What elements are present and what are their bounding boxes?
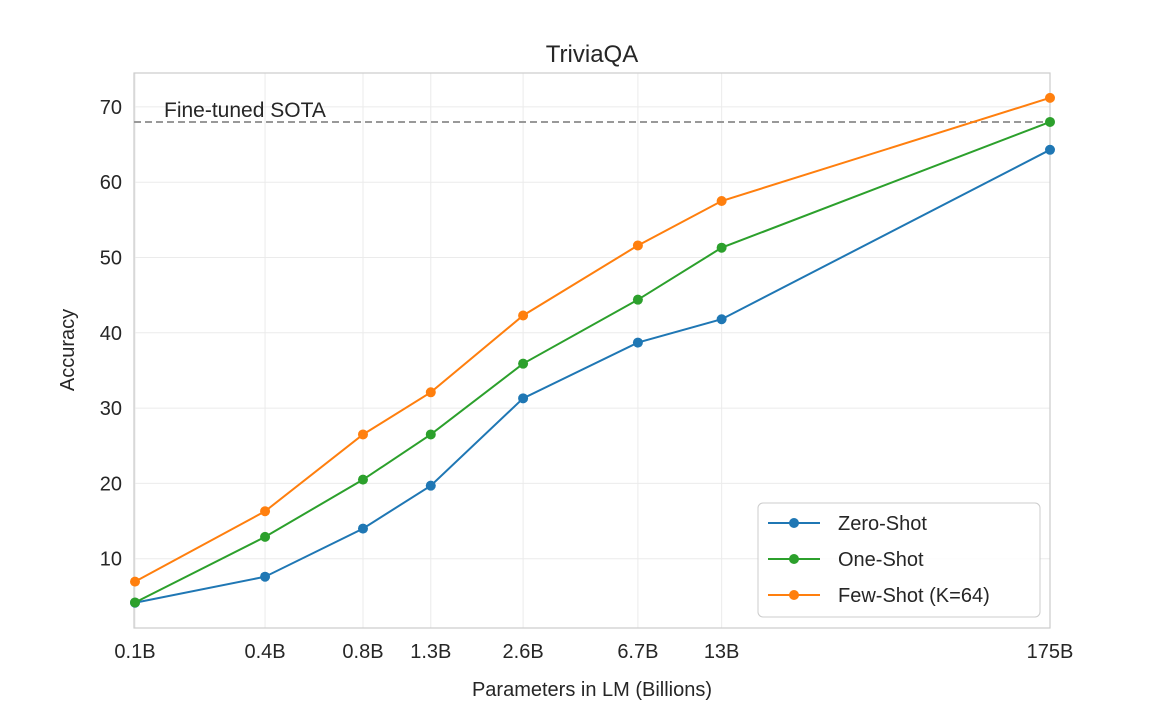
y-tick-label: 30 (100, 398, 122, 420)
legend-marker (789, 590, 799, 600)
y-tick-label: 40 (100, 323, 122, 345)
legend-label: Few-Shot (K=64) (838, 585, 990, 607)
data-point (425, 480, 436, 491)
data-point (260, 571, 271, 582)
legend-marker (789, 554, 799, 564)
y-tick-label: 70 (100, 97, 122, 119)
data-point (632, 240, 643, 251)
grid (134, 73, 1051, 628)
x-tick-label: 0.4B (244, 641, 285, 663)
data-point (357, 429, 368, 440)
x-tick-label: 0.1B (114, 641, 155, 663)
y-tick-label: 50 (100, 247, 122, 269)
data-point (260, 531, 271, 542)
x-tick-label: 13B (704, 641, 740, 663)
series-line (134, 148, 1051, 604)
data-point (518, 310, 529, 321)
data-point (1045, 144, 1055, 155)
x-tick-label: 0.8B (342, 641, 383, 663)
data-point (1045, 116, 1055, 127)
legend-label: Zero-Shot (838, 513, 927, 535)
legend-box (757, 502, 1041, 618)
x-axis-label: Parameters in LM (Billions) (472, 679, 712, 701)
series-line (134, 96, 1051, 583)
reference-line-group: Fine-tuned SOTA (134, 99, 1050, 123)
data-point (632, 294, 643, 305)
x-tick-label: 6.7B (617, 641, 658, 663)
legend: Zero-Shot One-Shot Few-Shot (K=64) (757, 502, 1041, 618)
y-tick-label: 20 (100, 473, 122, 495)
reference-line-label: Fine-tuned SOTA (164, 99, 326, 122)
y-tick-label: 10 (100, 549, 122, 571)
series-line (134, 121, 1051, 604)
data-point (716, 314, 727, 325)
y-tick-label: 60 (100, 172, 122, 194)
plot-area (133, 72, 1051, 629)
x-tick-label: 175B (1027, 641, 1074, 663)
data-point (425, 387, 436, 398)
data-point (357, 523, 368, 534)
data-point (260, 506, 271, 517)
legend-marker (789, 518, 799, 528)
x-tick-label: 1.3B (410, 641, 451, 663)
data-point (716, 196, 727, 207)
y-axis-label: Accuracy (57, 309, 79, 391)
data-point (130, 597, 140, 608)
ticks-group: 10 20 30 40 50 60 70 0.1B 0.4B 0.8B 1.3B 2.6B 6.7B 13… (100, 97, 1074, 663)
data-point (632, 337, 643, 348)
data-point (518, 358, 529, 369)
data-point (716, 242, 727, 253)
data-point (518, 393, 529, 404)
legend-label: One-Shot (838, 549, 924, 571)
x-tick-label: 2.6B (503, 641, 544, 663)
data-point (130, 576, 140, 587)
series-group (130, 92, 1055, 608)
data-point (425, 429, 436, 440)
data-point (357, 474, 368, 485)
chart-title: TriviaQA (546, 41, 638, 68)
data-point (1045, 92, 1055, 103)
